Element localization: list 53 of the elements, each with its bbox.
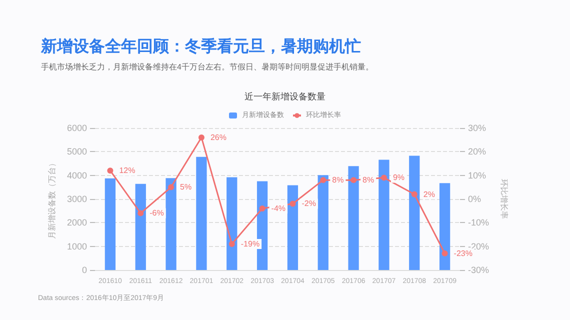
point <box>290 200 296 207</box>
y-axis-title: 月新增设备数（万台） <box>48 159 57 239</box>
y-tick-label: 3000 <box>66 194 87 204</box>
point <box>380 174 387 181</box>
bar <box>439 183 450 270</box>
bar <box>226 177 238 270</box>
data-label: -19% <box>240 239 260 248</box>
bar <box>348 166 359 270</box>
chart-subtitle: 手机市场增长乏力，月新增设备维持在4千万台左右。节假日、暑期等时间明显促进手机销量。 <box>41 62 374 72</box>
point <box>442 250 448 256</box>
point <box>320 177 326 184</box>
data-label: -6% <box>150 208 164 218</box>
y-tick-label: 1000 <box>66 241 87 252</box>
point <box>350 177 357 184</box>
bar <box>135 184 146 270</box>
y-tick-label: 5000 <box>66 146 87 157</box>
y-tick-label: 6000 <box>66 123 87 133</box>
point <box>138 210 144 216</box>
data-label: 8% <box>362 176 374 185</box>
point <box>411 191 418 198</box>
y-tick-label: 0 <box>82 265 87 275</box>
bar <box>196 156 207 270</box>
text: 近一年新增设备数量 <box>244 92 326 102</box>
bar <box>287 185 298 270</box>
y2-tick-label: 10% <box>468 170 486 180</box>
point <box>107 168 114 174</box>
bar <box>409 156 420 270</box>
y2-tick-label: 0% <box>468 194 482 204</box>
y2-tick-label: -30% <box>468 265 490 275</box>
data-label: 5% <box>180 182 192 192</box>
data-label: -4% <box>271 204 286 213</box>
bar <box>318 175 328 270</box>
point <box>228 240 235 247</box>
data-label: -2% <box>302 199 316 208</box>
chart-title: 新增设备全年回顾：冬季看元旦，暑期购机忙 <box>40 38 361 56</box>
data-label: 2% <box>423 190 435 199</box>
data-label: 26% <box>210 132 226 142</box>
data-label: 9% <box>392 173 405 182</box>
bar <box>104 178 116 270</box>
point <box>168 184 174 190</box>
y2-axis-title: 环比增长率 <box>499 179 508 219</box>
y2-tick-label: 20% <box>468 146 486 157</box>
bar <box>378 160 390 270</box>
data-label: 12% <box>119 166 136 176</box>
point <box>259 205 266 212</box>
data-label: 8% <box>332 176 344 185</box>
y2-tick-label: -10% <box>468 218 490 228</box>
point <box>198 134 204 140</box>
y-tick-label: 2000 <box>66 218 87 228</box>
data-label: -23% <box>454 248 472 258</box>
y-tick-label: 4000 <box>66 170 87 180</box>
bar <box>166 178 176 270</box>
y2-tick-label: 30% <box>468 123 486 133</box>
